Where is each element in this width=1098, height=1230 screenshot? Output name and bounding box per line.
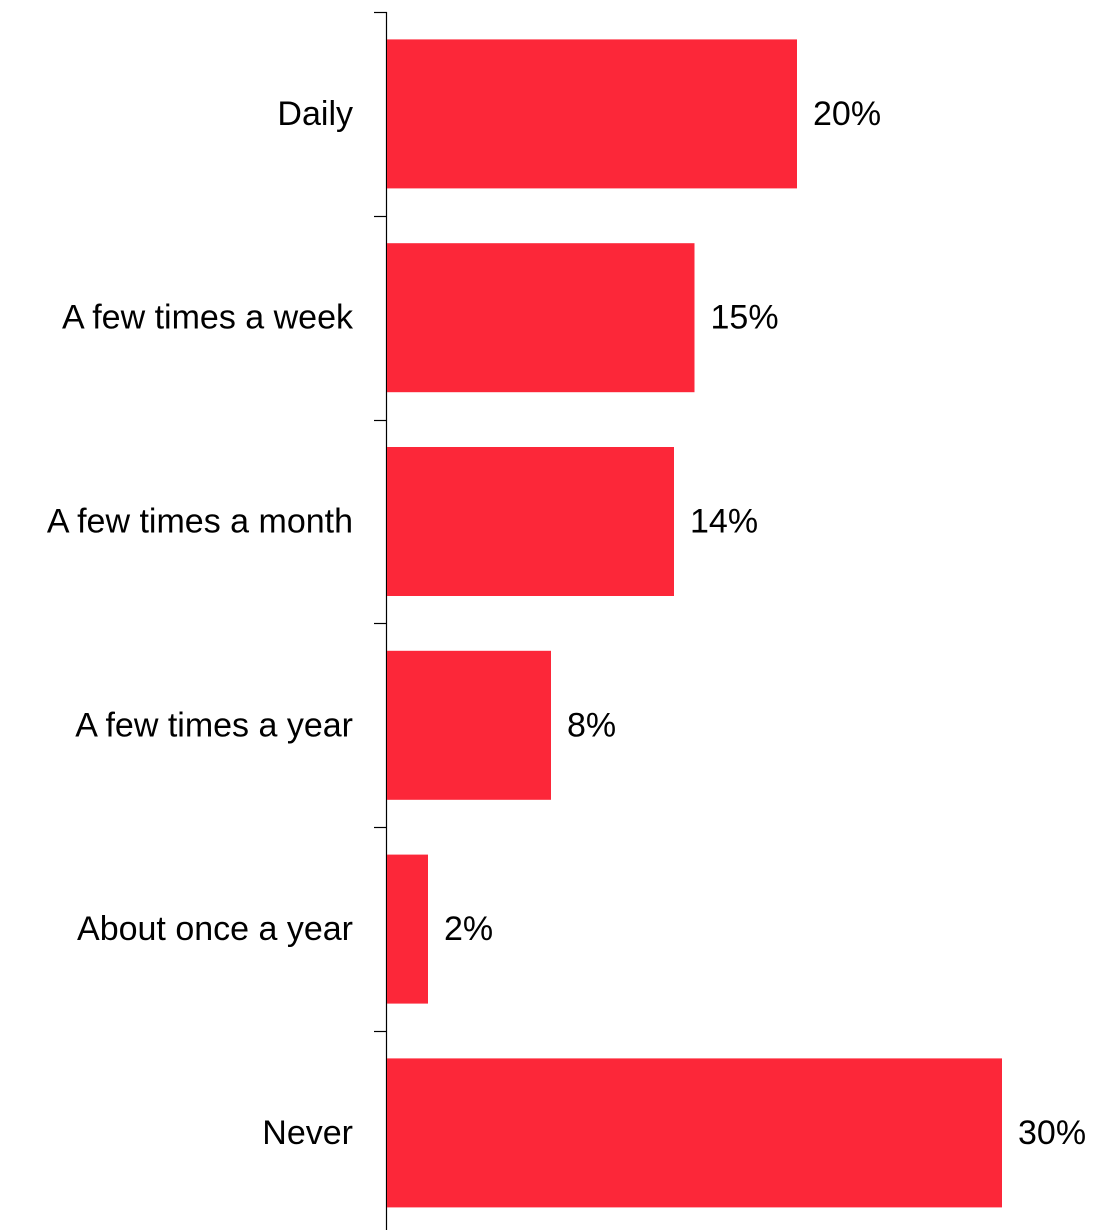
category-labels: Daily A few times a week A few times a mon… — [47, 95, 354, 1152]
category-label: Daily — [277, 95, 353, 133]
category-label: Never — [262, 1114, 353, 1152]
bar — [387, 1058, 1002, 1208]
value-label: 14% — [690, 503, 758, 541]
value-label: 15% — [711, 299, 779, 337]
category-label: A few times a month — [47, 503, 353, 541]
value-labels: 20% 15% 14% 8% 2% 30% — [444, 95, 1086, 1152]
bar — [387, 447, 674, 596]
axis-ticks — [374, 11, 387, 1033]
value-label: 20% — [813, 95, 881, 133]
value-label: 30% — [1018, 1114, 1086, 1152]
category-label: A few times a year — [75, 706, 353, 744]
bars-group — [387, 39, 1002, 1208]
bar — [387, 243, 695, 393]
value-label: 8% — [567, 706, 616, 744]
bar — [387, 854, 428, 1004]
bar — [387, 650, 551, 800]
category-label: About once a year — [77, 910, 353, 948]
value-label: 2% — [444, 910, 493, 948]
bar — [387, 39, 797, 189]
category-label: A few times a week — [62, 299, 354, 337]
